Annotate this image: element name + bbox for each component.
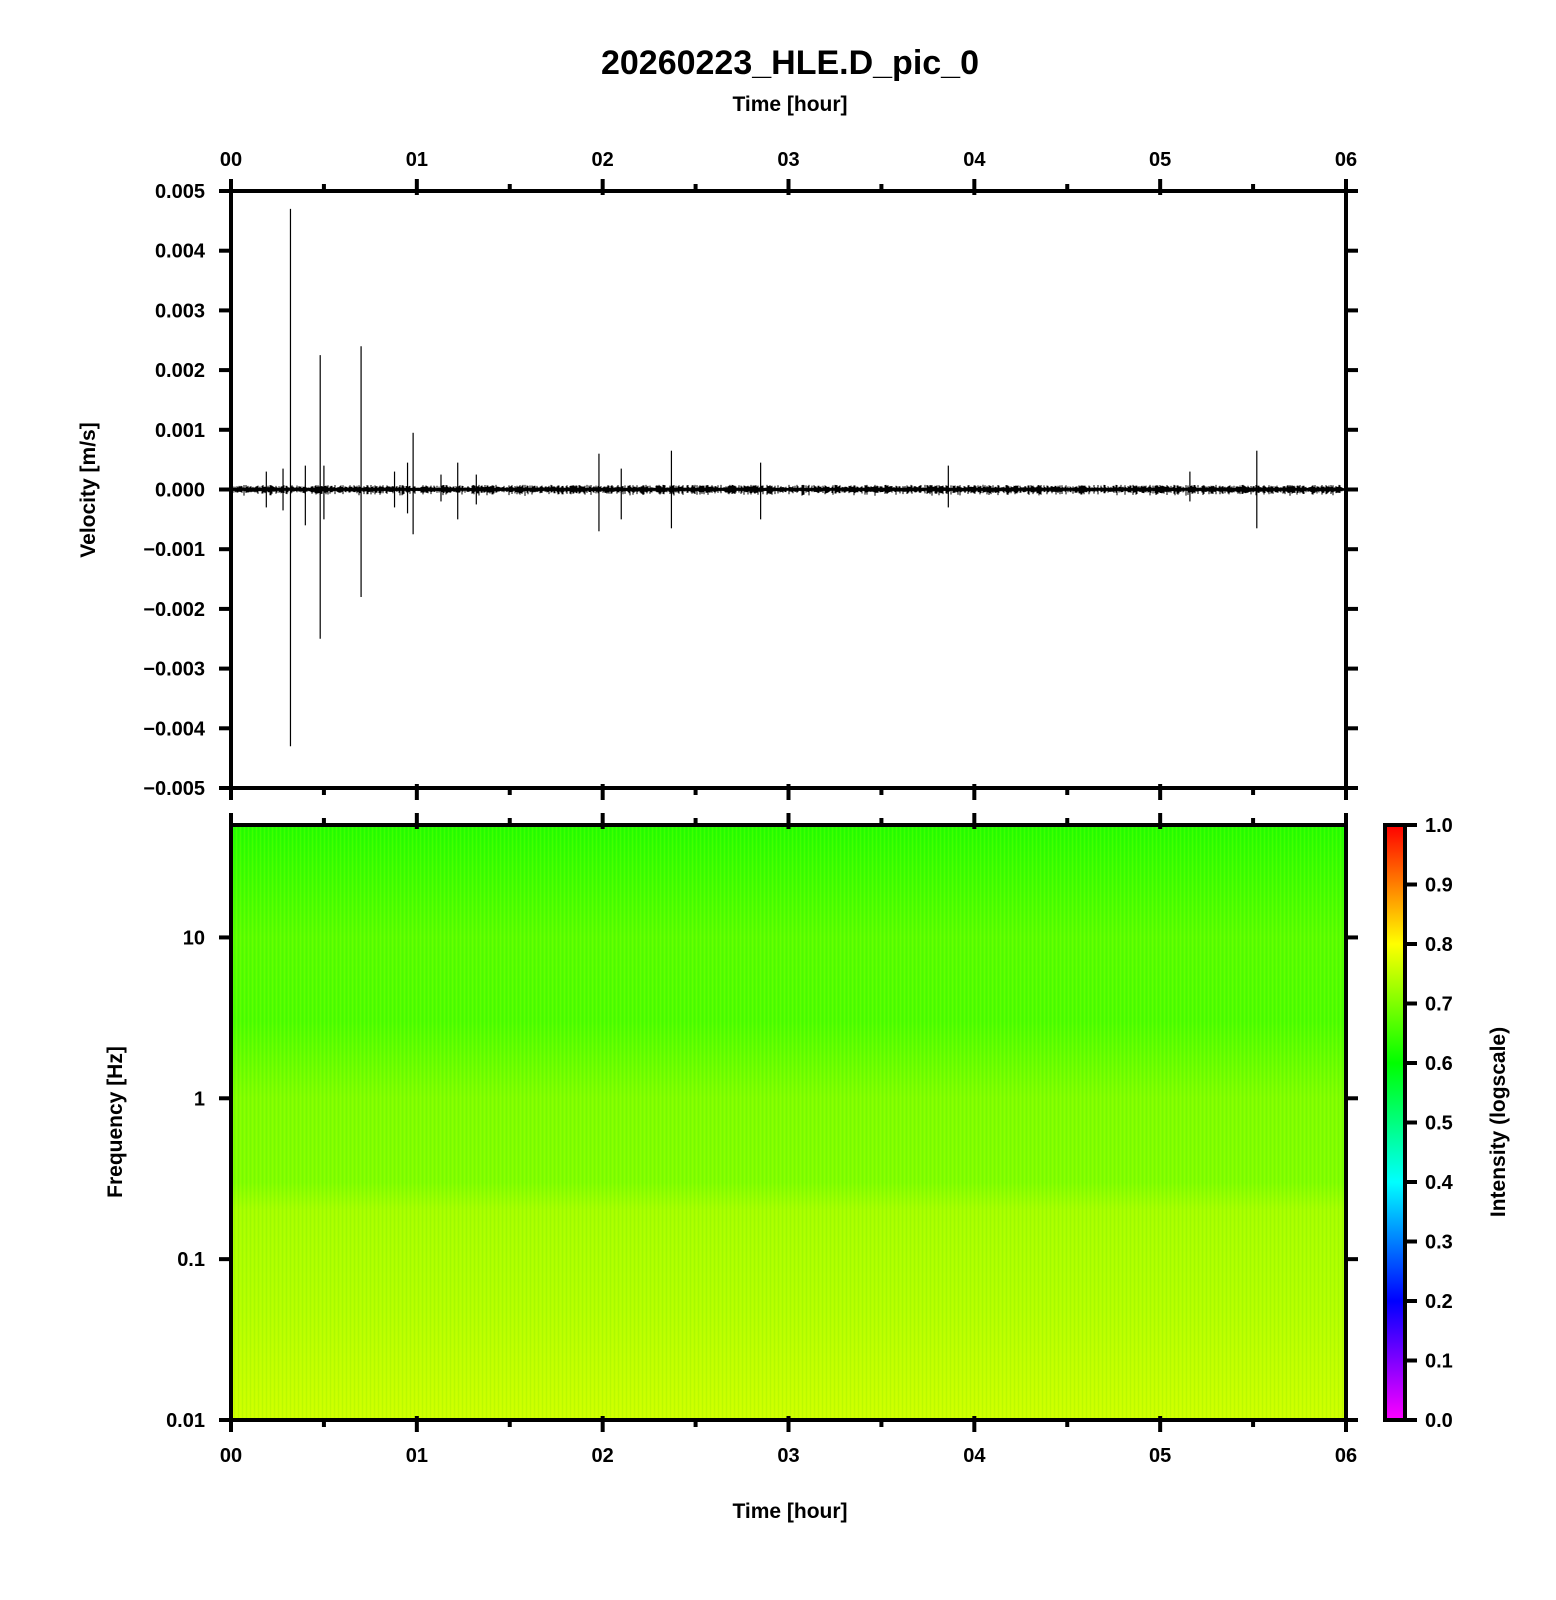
bottom-tick-label: 03 bbox=[777, 1445, 799, 1467]
bottom-tick-label: 04 bbox=[963, 1445, 986, 1467]
bottom-x-ticks: 00 01 02 03 04 05 06 bbox=[220, 813, 1357, 1467]
frequency-y-tick-label: 1 bbox=[194, 1088, 205, 1110]
bottom-tick-label: 05 bbox=[1149, 1445, 1171, 1467]
top-tick-label: 02 bbox=[592, 149, 614, 171]
frequency-y-ticks: 0.01 0.1 1 10 bbox=[166, 927, 1358, 1432]
colorbar-tick-label: 0.6 bbox=[1425, 1053, 1453, 1075]
velocity-y-tick-label: 0.002 bbox=[155, 360, 205, 382]
top-tick-label: 00 bbox=[220, 149, 242, 171]
spectrogram-texture bbox=[231, 825, 1346, 1420]
colorbar-tick-label: 0.3 bbox=[1425, 1232, 1453, 1254]
colorbar-tick-label: 0.8 bbox=[1425, 934, 1453, 956]
colorbar-label: Intensity (logscale) bbox=[1487, 1027, 1510, 1217]
frequency-y-tick-label: 10 bbox=[183, 927, 205, 949]
top-x-ticks: 00 01 02 03 04 05 06 bbox=[220, 149, 1357, 800]
top-tick-label: 05 bbox=[1149, 149, 1171, 171]
velocity-y-tick-label: −0.001 bbox=[143, 539, 205, 561]
top-tick-label: 01 bbox=[406, 149, 428, 171]
colorbar-tick-label: 0.9 bbox=[1425, 875, 1453, 897]
frequency-y-tick-label: 0.01 bbox=[166, 1410, 205, 1432]
bottom-time-axis-label: Time [hour] bbox=[732, 1500, 847, 1523]
bottom-tick-label: 01 bbox=[406, 1445, 428, 1467]
top-time-axis-label: Time [hour] bbox=[732, 93, 847, 116]
velocity-y-tick-label: 0.003 bbox=[155, 300, 205, 322]
top-tick-label: 04 bbox=[963, 149, 986, 171]
colorbar-tick-label: 0.1 bbox=[1425, 1351, 1453, 1373]
colorbar-tick-label: 0.7 bbox=[1425, 994, 1453, 1016]
top-tick-label: 06 bbox=[1335, 149, 1357, 171]
colorbar: 0.0 0.1 0.2 0.3 0.4 0.5 0.6 0.7 0.8 0.9 1.0 Intens… bbox=[1383, 815, 1510, 1432]
top-tick-label: 03 bbox=[777, 149, 799, 171]
chart-title: 20260223_HLE.D_pic_0 bbox=[601, 44, 979, 82]
colorbar-gradient bbox=[1383, 823, 1407, 1422]
frequency-axis-label: Frequency [Hz] bbox=[104, 1046, 127, 1198]
colorbar-tick-label: 0.2 bbox=[1425, 1291, 1453, 1313]
velocity-panel: Velocity [m/s] 00 01 02 03 04 05 06 −0.005−0.0… bbox=[77, 149, 1358, 800]
velocity-axis-label: Velocity [m/s] bbox=[77, 422, 100, 557]
velocity-y-tick-label: −0.002 bbox=[143, 599, 205, 621]
colorbar-tick-label: 0.4 bbox=[1425, 1172, 1454, 1194]
velocity-trace bbox=[231, 208, 1346, 747]
frequency-y-tick-label: 0.1 bbox=[177, 1249, 205, 1271]
velocity-y-tick-label: 0.005 bbox=[155, 181, 205, 203]
colorbar-tick-label: 0.5 bbox=[1425, 1113, 1453, 1135]
velocity-y-tick-label: −0.003 bbox=[143, 659, 205, 681]
velocity-y-tick-label: 0.001 bbox=[155, 420, 205, 442]
spectrogram-panel: Frequency [Hz] 00 01 02 03 04 05 06 0.01 0.1 1 10… bbox=[104, 813, 1358, 1523]
bottom-tick-label: 02 bbox=[592, 1445, 614, 1467]
colorbar-tick-label: 0.0 bbox=[1425, 1410, 1453, 1432]
velocity-y-tick-label: 0.004 bbox=[155, 241, 206, 263]
colorbar-tick-label: 1.0 bbox=[1425, 815, 1453, 837]
velocity-y-ticks: −0.005 −0.004 −0.003 −0.002 −0.001 0.000 0.001… bbox=[143, 181, 1358, 800]
velocity-y-tick-label: 0.000 bbox=[155, 480, 205, 502]
bottom-tick-label: 06 bbox=[1335, 1445, 1357, 1467]
velocity-y-tick-label: −0.005 bbox=[143, 778, 205, 800]
bottom-tick-label: 00 bbox=[220, 1445, 242, 1467]
colorbar-ticks: 0.0 0.1 0.2 0.3 0.4 0.5 0.6 0.7 0.8 0.9 1.0 bbox=[1405, 815, 1454, 1432]
velocity-y-tick-label: −0.004 bbox=[143, 718, 206, 740]
